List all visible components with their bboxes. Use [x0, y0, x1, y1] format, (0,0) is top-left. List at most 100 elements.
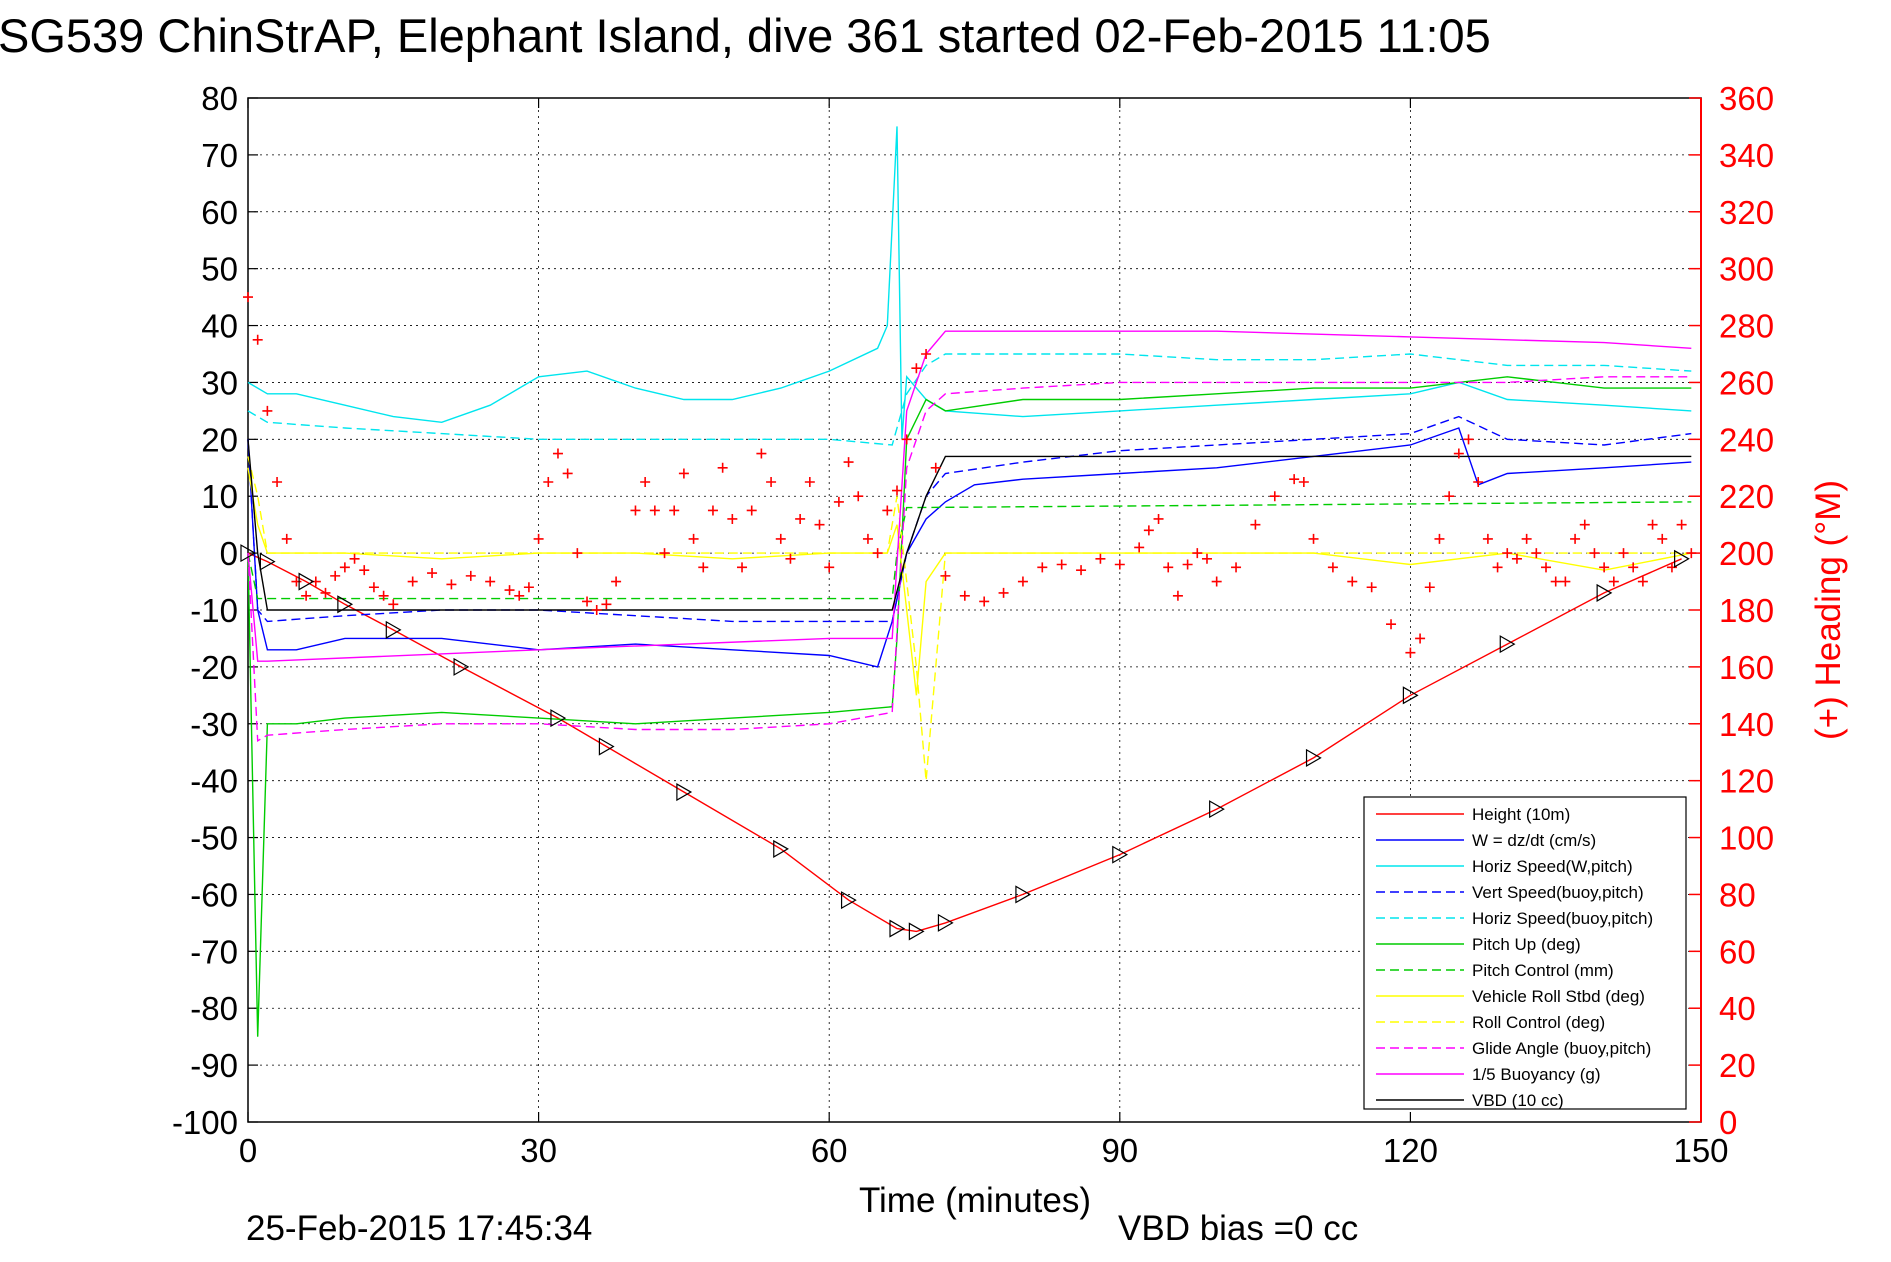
heading-point — [901, 434, 912, 445]
heading-point — [1076, 565, 1087, 576]
heading-point — [1618, 548, 1629, 559]
heading-point — [1482, 533, 1493, 544]
heading-point — [1628, 562, 1639, 573]
heading-point — [979, 596, 990, 607]
y-tick-label-right: 300 — [1719, 251, 1774, 288]
heading-point — [1570, 533, 1581, 544]
height-marker — [1499, 635, 1516, 654]
heading-point — [698, 562, 709, 573]
heading-point — [1172, 590, 1183, 601]
heading-point — [649, 505, 660, 516]
y-tick-label-right: 320 — [1719, 194, 1774, 231]
y-tick-label-right: 160 — [1719, 649, 1774, 686]
heading-point — [717, 462, 728, 473]
height-marker — [676, 783, 693, 802]
legend-entry: Pitch Up (deg) — [1472, 935, 1581, 954]
heading-point — [1327, 562, 1338, 573]
heading-point — [959, 590, 970, 601]
height-marker — [773, 839, 789, 858]
y-tick-label-right: 200 — [1719, 535, 1774, 572]
heading-point — [1589, 548, 1600, 559]
heading-point — [1405, 647, 1416, 658]
height-marker — [1674, 549, 1690, 568]
heading-point — [1308, 533, 1319, 544]
x-tick-label: 0 — [239, 1132, 257, 1169]
heading-point — [824, 562, 835, 573]
legend: Height (10m) W = dz/dt (cm/s) Horiz Speed(… — [1363, 796, 1687, 1110]
height-marker — [550, 709, 567, 728]
series-line-2 — [247, 126, 1692, 440]
heading-point — [1541, 562, 1552, 573]
y-tick-label-right: 20 — [1719, 1047, 1756, 1084]
heading-point — [1163, 562, 1174, 573]
y-tick-label-left: 80 — [201, 80, 238, 117]
heading-point — [533, 533, 544, 544]
y-tick-label-left: -40 — [190, 763, 238, 800]
heading-point — [1444, 491, 1455, 502]
y-tick-label-left: -100 — [172, 1104, 238, 1141]
heading-point — [252, 334, 263, 345]
heading-point — [669, 505, 680, 516]
heading-point — [1473, 477, 1484, 487]
heading-point — [921, 349, 932, 359]
y-tick-label-right: 40 — [1719, 990, 1756, 1027]
height-marker — [240, 544, 257, 563]
heading-point — [795, 513, 806, 524]
legend-entry: Pitch Control (mm) — [1472, 961, 1614, 980]
heading-point — [1192, 548, 1203, 559]
heading-point — [1560, 576, 1571, 587]
y-tick-label-right: 60 — [1719, 933, 1756, 970]
heading-point — [1637, 576, 1648, 587]
x-tick-label: 120 — [1383, 1132, 1438, 1169]
height-marker — [259, 552, 276, 571]
y-tick-label-right: 100 — [1719, 820, 1774, 857]
height-marker — [1402, 686, 1419, 705]
right-axis-label: (+) Heading (°M) — [1809, 480, 1848, 740]
heading-point — [301, 590, 312, 601]
heading-point — [572, 548, 583, 559]
y-tick-label-left: 70 — [201, 137, 238, 174]
height-marker — [385, 620, 402, 639]
heading-point — [911, 363, 922, 374]
series-line-4 — [247, 353, 1692, 446]
y-tick-label-right: 280 — [1719, 308, 1774, 345]
legend-entry: Horiz Speed(buoy,pitch) — [1472, 909, 1653, 928]
heading-point — [1676, 519, 1687, 530]
heading-point — [349, 553, 360, 564]
heading-point — [1647, 519, 1658, 530]
y-tick-label-right: 340 — [1719, 137, 1774, 174]
heading-point — [465, 570, 476, 581]
heading-point — [785, 553, 796, 564]
heading-point — [678, 468, 689, 479]
y-tick-label-right: 240 — [1719, 421, 1774, 458]
legend-entry: W = dz/dt (cm/s) — [1472, 831, 1596, 850]
heading-point — [1502, 548, 1513, 559]
heading-point — [1657, 533, 1668, 544]
heading-point — [359, 565, 370, 576]
heading-point — [601, 599, 612, 610]
legend-entry: 1/5 Buoyancy (g) — [1472, 1065, 1601, 1084]
series-line-11 — [247, 439, 1692, 611]
y-tick-label-left: 40 — [201, 308, 238, 345]
heading-point — [1599, 562, 1610, 573]
heading-point — [1211, 576, 1222, 587]
heading-point — [320, 587, 331, 598]
heading-point — [339, 562, 350, 573]
heading-point — [1298, 477, 1309, 487]
y-tick-label-left: 60 — [201, 194, 238, 231]
y-tick-label-left: -80 — [190, 990, 238, 1027]
y-tick-label-right: 360 — [1719, 80, 1774, 117]
height-marker — [840, 891, 857, 910]
y-tick-label-left: 0 — [220, 535, 238, 572]
heading-point — [1143, 525, 1154, 536]
heading-point — [1037, 562, 1048, 573]
y-tick-label-right: 0 — [1719, 1104, 1737, 1141]
heading-point — [737, 562, 748, 573]
y-tick-label-right: 260 — [1719, 364, 1774, 401]
y-tick-label-left: 30 — [201, 364, 238, 401]
heading-point — [1463, 434, 1474, 445]
heading-point — [1366, 582, 1377, 593]
heading-point — [407, 576, 418, 587]
series-line-10 — [247, 330, 1692, 662]
